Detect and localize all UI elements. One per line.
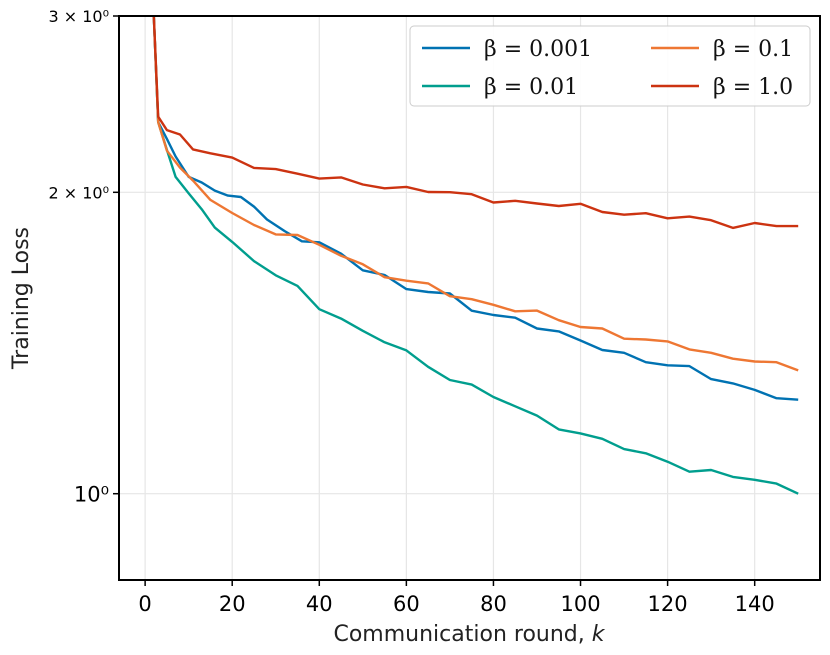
legend-label: β = 0.1 xyxy=(713,37,793,62)
x-tick-label: 80 xyxy=(480,592,507,616)
legend-box xyxy=(409,25,811,107)
y-tick-label: 3 × 10⁰ xyxy=(48,7,109,26)
legend: β = 0.001 β = 0.1 β = 0.01 β = 1.0 xyxy=(409,25,811,107)
x-tick-label: 40 xyxy=(306,592,333,616)
series-line xyxy=(152,16,799,230)
series-line xyxy=(152,16,799,372)
series-lines xyxy=(152,16,799,495)
grid-lines xyxy=(119,16,820,580)
plot-frame xyxy=(118,15,821,581)
x-axis-label: Communication round, k xyxy=(333,622,605,647)
series-line xyxy=(152,16,799,401)
x-tick-label: 0 xyxy=(138,592,151,616)
y-tick-label: 10⁰ xyxy=(74,483,109,507)
legend-label: β = 0.001 xyxy=(484,37,592,62)
legend-label: β = 1.0 xyxy=(713,75,793,100)
x-tick-label: 20 xyxy=(219,592,246,616)
x-tick-label: 100 xyxy=(560,592,600,616)
series-line xyxy=(152,16,799,495)
y-axis-ticks: 3 × 10⁰ 2 × 10⁰ 10⁰ xyxy=(48,7,119,507)
x-tick-label: 140 xyxy=(735,592,775,616)
x-tick-label: 120 xyxy=(648,592,688,616)
legend-label: β = 0.01 xyxy=(484,75,578,100)
x-axis-ticks: 0 20 40 60 80 100 120 140 xyxy=(138,580,775,616)
y-axis-label: Training Loss xyxy=(9,227,34,370)
x-tick-label: 60 xyxy=(393,592,420,616)
y-tick-label: 2 × 10⁰ xyxy=(48,183,109,202)
